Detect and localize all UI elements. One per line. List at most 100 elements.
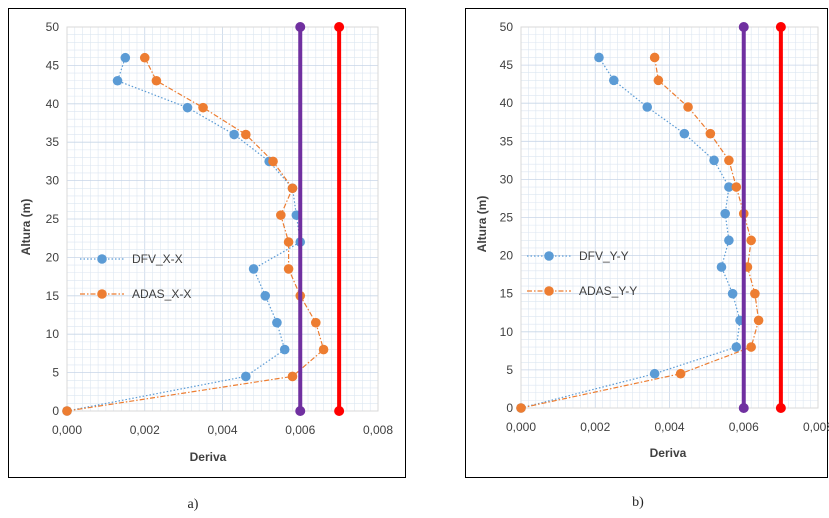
limit-lines [738,22,786,413]
data-point [705,128,716,139]
x-tick-label: 0,004 [654,420,684,434]
y-tick-label: 0 [506,401,513,415]
panel-caption: b) [632,495,644,510]
data-point [241,371,251,382]
legend-marker [97,289,107,299]
limit-line-end-marker [775,22,786,32]
data-point [731,182,742,192]
data-point [248,264,259,274]
y-tick-label: 35 [46,135,60,149]
legend-label: DFV_Y-Y [579,249,629,263]
legend-label: ADAS_X-X [132,287,191,301]
limit-line-end-marker [295,22,306,32]
data-point [679,128,690,139]
data-point [287,183,298,194]
panel-frame [8,8,406,478]
data-point [649,52,660,63]
data-point [746,342,756,352]
x-tick-label: 0,006 [285,423,315,437]
data-point [724,235,734,246]
data-point [279,344,290,355]
data-point [268,156,278,167]
data-point [709,155,719,166]
data-point [283,237,294,247]
data-point [62,406,72,416]
x-tick-label: 0,004 [207,423,237,437]
data-point [716,262,727,272]
y-tick-label: 25 [500,211,514,225]
y-tick-label: 10 [500,325,514,339]
y-tick-label: 15 [500,287,514,301]
y-tick-label: 0 [52,404,59,418]
legend: DFV_Y-Y ADAS_Y-Y [527,249,637,298]
data-point [683,102,693,112]
data-point [724,182,734,192]
series-layer [62,52,329,416]
x-axis-title: Deriva [190,450,227,464]
limit-line-end-marker [738,403,749,413]
data-point [120,52,131,63]
data-point [272,317,282,328]
x-tick-label: 0,000 [506,420,536,434]
data-point [642,102,653,112]
data-point [653,75,664,86]
data-point [594,52,604,63]
y-tick-labels: 0 5 10 15 20 25 30 35 40 45 50 [500,20,514,415]
data-point [318,344,329,355]
plot-area [520,26,819,409]
data-point [229,129,239,140]
data-point [649,368,660,379]
y-axis-title: Altura (m) [475,196,489,253]
data-point [724,155,734,166]
y-tick-label: 40 [500,96,514,110]
data-point [675,368,686,379]
x-tick-label: 0,006 [729,420,759,434]
y-tick-label: 35 [500,134,514,148]
y-tick-label: 50 [46,20,60,34]
plot-area [66,26,379,412]
x-tick-labels: 0,000 0,002 0,004 0,006 0,008 [506,420,829,434]
grid [66,26,379,412]
panel-caption: a) [188,497,199,512]
y-tick-label: 5 [52,366,59,380]
grid [520,26,819,409]
x-axis-title: Deriva [650,446,687,460]
y-tick-label: 5 [506,363,513,377]
y-tick-label: 45 [500,58,514,72]
data-point [516,403,526,413]
panel-frame [465,8,828,478]
y-tick-label: 10 [46,327,60,341]
data-point [260,291,271,301]
y-tick-label: 45 [46,58,60,72]
y-axis-title: Altura (m) [19,199,33,256]
data-point [182,102,193,113]
x-tick-label: 0,002 [580,420,610,434]
data-point [241,129,251,140]
x-tick-label: 0,008 [803,420,829,434]
data-point [753,315,764,326]
y-tick-label: 40 [46,97,60,111]
y-tick-label: 20 [46,250,60,264]
legend-label: ADAS_Y-Y [579,284,637,298]
legend-marker [97,254,107,264]
data-point [720,208,730,219]
y-tick-labels: 0 5 10 15 20 25 30 35 40 45 50 [46,20,60,418]
limit-line-end-marker [334,406,345,416]
data-point [112,75,123,86]
x-tick-label: 0,008 [363,423,393,437]
data-point [731,342,742,352]
x-tick-labels: 0,000 0,002 0,004 0,006 0,008 [52,423,393,437]
limit-line-end-marker [775,403,786,413]
legend-marker [544,286,554,296]
y-tick-label: 30 [500,172,514,186]
y-tick-label: 15 [46,289,60,303]
data-point [283,264,294,274]
data-point [151,75,162,86]
y-tick-label: 20 [500,249,514,263]
legend-marker [544,251,554,261]
legend: DFV_X-X ADAS_X-X [80,252,191,301]
data-point [609,75,619,86]
data-point [276,210,286,220]
